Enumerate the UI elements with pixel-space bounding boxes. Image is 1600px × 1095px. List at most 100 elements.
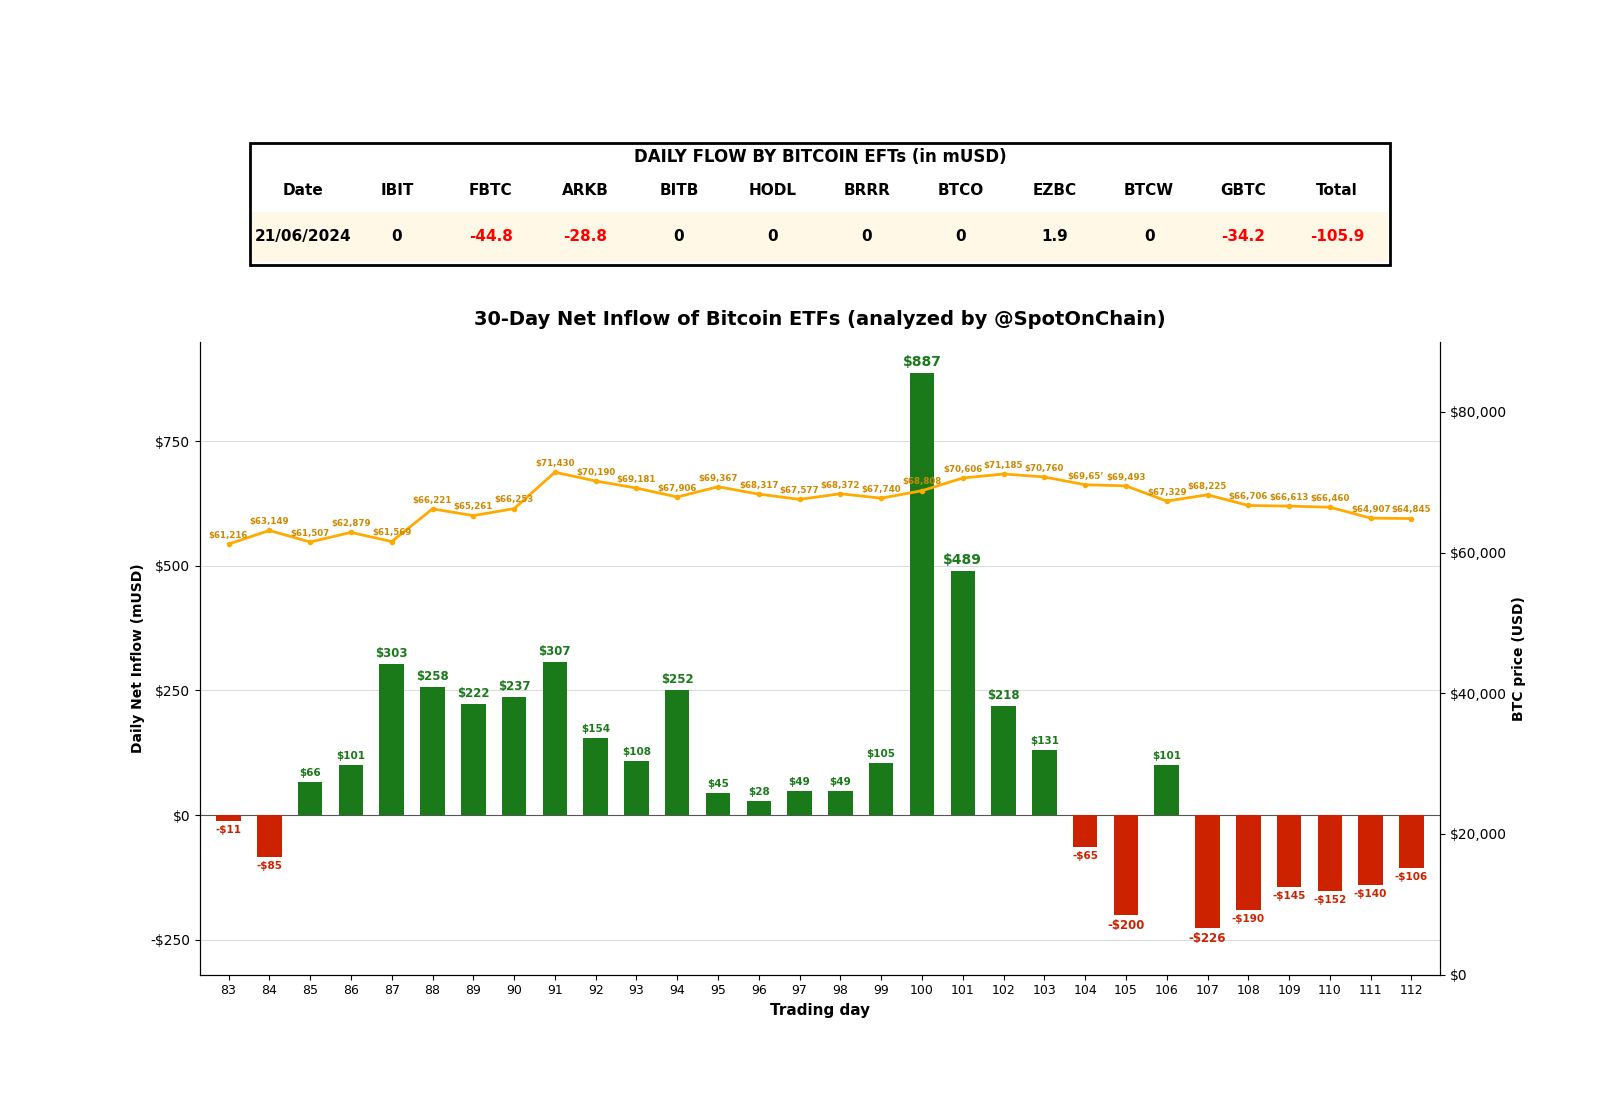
- Bar: [910, 373, 934, 815]
- Text: $108: $108: [622, 747, 651, 758]
- Bar: [1400, 815, 1424, 868]
- Text: -$152: -$152: [1314, 895, 1347, 904]
- Text: $68,317: $68,317: [739, 481, 779, 489]
- Bar: [1195, 815, 1219, 927]
- Text: -$145: -$145: [1272, 891, 1306, 901]
- Bar: [1277, 815, 1301, 887]
- X-axis label: Trading day: Trading day: [770, 1003, 870, 1018]
- Bar: [869, 763, 893, 815]
- Text: $68,225: $68,225: [1187, 482, 1227, 491]
- Text: -$106: -$106: [1395, 872, 1429, 881]
- Text: 0: 0: [768, 229, 778, 244]
- Text: Total: Total: [1317, 183, 1358, 198]
- Text: -$85: -$85: [256, 862, 282, 872]
- Text: HODL: HODL: [749, 183, 797, 198]
- Text: BRRR: BRRR: [843, 183, 891, 198]
- Text: $66,706: $66,706: [1229, 493, 1267, 502]
- Text: $61,216: $61,216: [210, 531, 248, 540]
- Text: 1.9: 1.9: [1042, 229, 1069, 244]
- Text: $66,221: $66,221: [413, 496, 453, 505]
- Bar: [1237, 815, 1261, 910]
- Text: 0: 0: [862, 229, 872, 244]
- Text: $62,879: $62,879: [331, 519, 371, 528]
- Text: IBIT: IBIT: [381, 183, 413, 198]
- Text: $222: $222: [458, 688, 490, 701]
- Y-axis label: BTC price (USD): BTC price (USD): [1512, 596, 1526, 721]
- Text: $65,261: $65,261: [454, 503, 493, 511]
- Text: $68,808: $68,808: [902, 477, 941, 486]
- Text: $69,493: $69,493: [1106, 473, 1146, 482]
- Bar: [216, 815, 240, 820]
- Text: 0: 0: [392, 229, 402, 244]
- Text: 21/06/2024: 21/06/2024: [254, 229, 350, 244]
- Bar: [666, 690, 690, 815]
- Bar: [706, 793, 730, 815]
- Text: $45: $45: [707, 779, 730, 788]
- Bar: [584, 738, 608, 815]
- Bar: [1318, 815, 1342, 891]
- Text: $71,430: $71,430: [534, 459, 574, 468]
- Bar: [502, 698, 526, 815]
- Bar: [1114, 815, 1138, 914]
- Text: $66,613: $66,613: [1269, 493, 1309, 502]
- Text: $218: $218: [987, 690, 1019, 703]
- Text: -34.2: -34.2: [1221, 229, 1266, 244]
- Text: $67,329: $67,329: [1147, 488, 1187, 497]
- Bar: [339, 764, 363, 815]
- Text: $70,190: $70,190: [576, 468, 616, 476]
- Text: $67,906: $67,906: [658, 484, 698, 493]
- Text: FBTC: FBTC: [469, 183, 512, 198]
- Bar: [1155, 764, 1179, 815]
- Text: -$190: -$190: [1232, 913, 1266, 924]
- Title: 30-Day Net Inflow of Bitcoin ETFs (analyzed by @SpotOnChain): 30-Day Net Inflow of Bitcoin ETFs (analy…: [474, 310, 1166, 328]
- Text: 0: 0: [955, 229, 966, 244]
- Bar: [1032, 750, 1056, 815]
- Text: -$200: -$200: [1107, 919, 1144, 932]
- Text: -$226: -$226: [1189, 932, 1226, 945]
- Text: $307: $307: [539, 645, 571, 658]
- Text: -$65: -$65: [1072, 852, 1098, 862]
- Bar: [829, 791, 853, 815]
- Bar: [542, 662, 566, 815]
- Y-axis label: Daily Net Inflow (mUSD): Daily Net Inflow (mUSD): [131, 563, 144, 753]
- Text: -28.8: -28.8: [563, 229, 606, 244]
- Text: 0: 0: [1144, 229, 1155, 244]
- Text: $70,760: $70,760: [1024, 464, 1064, 473]
- Text: BTCO: BTCO: [938, 183, 984, 198]
- Text: $70,606: $70,606: [942, 464, 982, 474]
- Text: $237: $237: [498, 680, 530, 693]
- Text: $154: $154: [581, 725, 610, 735]
- Text: EZBC: EZBC: [1034, 183, 1077, 198]
- Text: $101: $101: [336, 751, 365, 761]
- Text: -44.8: -44.8: [469, 229, 514, 244]
- Text: $131: $131: [1030, 736, 1059, 746]
- Bar: [421, 687, 445, 815]
- Bar: [1358, 815, 1382, 885]
- Bar: [950, 572, 974, 815]
- Text: $67,577: $67,577: [779, 486, 819, 495]
- Text: -$11: -$11: [216, 825, 242, 834]
- Text: $66,460: $66,460: [1310, 494, 1349, 503]
- Text: $887: $887: [902, 355, 941, 369]
- Text: ARKB: ARKB: [562, 183, 608, 198]
- Text: $64,845: $64,845: [1392, 505, 1430, 515]
- Bar: [747, 802, 771, 815]
- Bar: [258, 815, 282, 857]
- Text: $252: $252: [661, 672, 693, 685]
- Text: $67,740: $67,740: [861, 485, 901, 494]
- Text: $68,372: $68,372: [821, 481, 861, 489]
- Text: $66: $66: [299, 769, 322, 779]
- Text: GBTC: GBTC: [1221, 183, 1266, 198]
- Bar: [624, 761, 648, 815]
- Text: -105.9: -105.9: [1310, 229, 1365, 244]
- Text: $61,569: $61,569: [373, 529, 411, 538]
- Text: $71,185: $71,185: [984, 461, 1024, 470]
- Bar: [787, 791, 811, 815]
- Bar: [379, 664, 403, 815]
- Text: BITB: BITB: [659, 183, 699, 198]
- Text: $28: $28: [747, 787, 770, 797]
- Text: $303: $303: [376, 647, 408, 660]
- Text: 0: 0: [674, 229, 685, 244]
- FancyBboxPatch shape: [253, 211, 1387, 262]
- Bar: [1074, 815, 1098, 848]
